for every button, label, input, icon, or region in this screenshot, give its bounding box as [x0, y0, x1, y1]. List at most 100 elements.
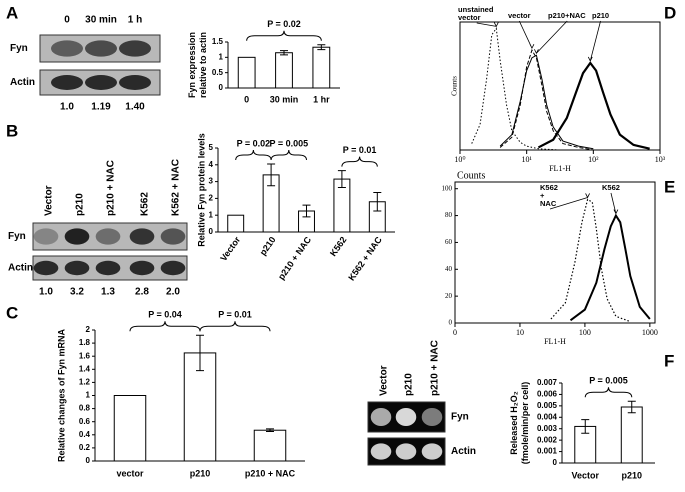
y-tick-label: 0.003 — [537, 424, 558, 433]
y-axis-label: Counts — [451, 76, 459, 96]
y-tick-label: 1.4 — [79, 364, 91, 373]
y-tick-label: 0.8 — [79, 404, 91, 413]
row-label: Fyn — [451, 412, 469, 423]
y-tick-label: 1.5 — [212, 37, 224, 46]
band — [95, 260, 121, 276]
y-tick-label: 1 — [219, 52, 224, 61]
band — [160, 228, 186, 245]
panel-label: A — [6, 3, 18, 22]
significance-bracket — [246, 30, 322, 41]
plot-frame — [459, 21, 661, 151]
x-tick-label: p210 — [190, 468, 211, 478]
lane-label: 30 min — [85, 15, 117, 26]
band — [370, 408, 392, 426]
significance-bracket — [129, 321, 201, 332]
bar — [312, 46, 331, 89]
y-axis-label: relative to actin — [198, 32, 208, 98]
y-tick-label: 0.005 — [537, 401, 558, 410]
x-tick-label: 10⁰ — [454, 155, 465, 164]
bar — [253, 429, 287, 462]
quant-label: 1.19 — [91, 102, 111, 113]
p-value: P = 0.04 — [148, 310, 182, 320]
band — [33, 260, 59, 276]
band — [129, 260, 155, 276]
bar — [620, 406, 643, 464]
lane-label: p210 + NAC — [106, 160, 117, 216]
y-tick-label: 5 — [209, 143, 214, 152]
quant-label: 1.3 — [101, 287, 115, 298]
quant-label: 2.0 — [166, 287, 180, 298]
error-bar — [373, 192, 382, 212]
label-arrow — [610, 192, 619, 215]
error-bar — [196, 334, 204, 372]
y-tick-label: 0.007 — [537, 378, 558, 387]
significance-bracket — [341, 156, 378, 167]
x-tick-label: 10 — [516, 328, 524, 337]
x-tick-label: 1000 — [642, 328, 658, 337]
band — [129, 228, 155, 245]
label-arrow — [518, 20, 535, 50]
band — [421, 408, 443, 426]
y-tick-label: 0.004 — [537, 412, 558, 421]
lane-label: Vector — [379, 365, 390, 396]
error-bar — [280, 50, 288, 56]
significance-bracket — [199, 321, 271, 332]
y-tick-label: 4 — [209, 160, 214, 169]
p-value: P = 0.02 — [267, 19, 301, 29]
x-tick-label: p210 — [258, 235, 278, 258]
row-label: Actin — [451, 446, 476, 457]
quant-label: 1.0 — [60, 102, 74, 113]
x-tick-label: K562 + NAC — [346, 234, 384, 282]
y-tick-label: 2 — [209, 194, 214, 203]
row-label: Fyn — [10, 43, 28, 54]
y-tick-label: 1.8 — [79, 338, 91, 347]
histogram-curve — [537, 61, 650, 150]
quant-label: 1.0 — [39, 287, 53, 298]
y-axis-label: (fmole/min/per cell) — [520, 382, 530, 465]
panel-label: E — [664, 177, 675, 196]
p-value: P = 0.005 — [589, 376, 628, 386]
y-tick-label: 0 — [449, 319, 453, 327]
y-tick-label: 0.002 — [537, 435, 558, 444]
error-bar — [337, 170, 346, 188]
error-bar — [581, 419, 590, 434]
histogram-curve — [550, 198, 631, 323]
y-tick-label: 0 — [209, 227, 214, 236]
histogram-curve — [471, 27, 559, 151]
band — [64, 228, 90, 245]
y-tick-label: 0 — [219, 83, 224, 92]
y-tick-label: 1.6 — [79, 351, 91, 360]
lane-label: p210 — [75, 193, 86, 216]
y-tick-label: 80 — [445, 211, 453, 219]
histogram-curve — [569, 213, 651, 322]
x-axis-label: FL1-H — [549, 164, 571, 173]
band — [395, 408, 417, 426]
y-axis-label: Relative Fyn protein levels — [196, 133, 206, 247]
band — [85, 40, 117, 57]
error-bar — [627, 400, 636, 414]
panel-label: F — [664, 351, 674, 370]
x-tick-label: p210 + NAC — [245, 468, 296, 478]
curve-label: K562 — [602, 183, 620, 192]
y-tick-label: 60 — [445, 238, 453, 246]
bar — [227, 214, 245, 233]
plot-frame — [454, 181, 656, 324]
y-tick-label: 0.4 — [79, 430, 91, 439]
x-tick-label: 30 min — [270, 94, 299, 104]
curve-label: p210+NAC — [548, 11, 586, 20]
x-tick-label: 0 — [453, 328, 457, 337]
y-tick-label: 0.006 — [537, 390, 558, 399]
y-tick-label: 2 — [86, 325, 91, 334]
x-tick-label: p210 + NAC — [276, 234, 313, 281]
p-value: P = 0.005 — [269, 138, 308, 148]
band — [51, 40, 83, 57]
y-tick-label: 100 — [442, 184, 453, 192]
band — [395, 443, 417, 460]
y-axis-label: Relative changes of Fyn mRNA — [56, 328, 66, 462]
lane-label: K562 — [140, 192, 151, 216]
y-tick-label: 0.6 — [79, 417, 91, 426]
y-axis-label: Counts — [457, 170, 485, 181]
significance-bracket — [270, 149, 307, 161]
y-tick-label: 0.001 — [537, 447, 558, 456]
